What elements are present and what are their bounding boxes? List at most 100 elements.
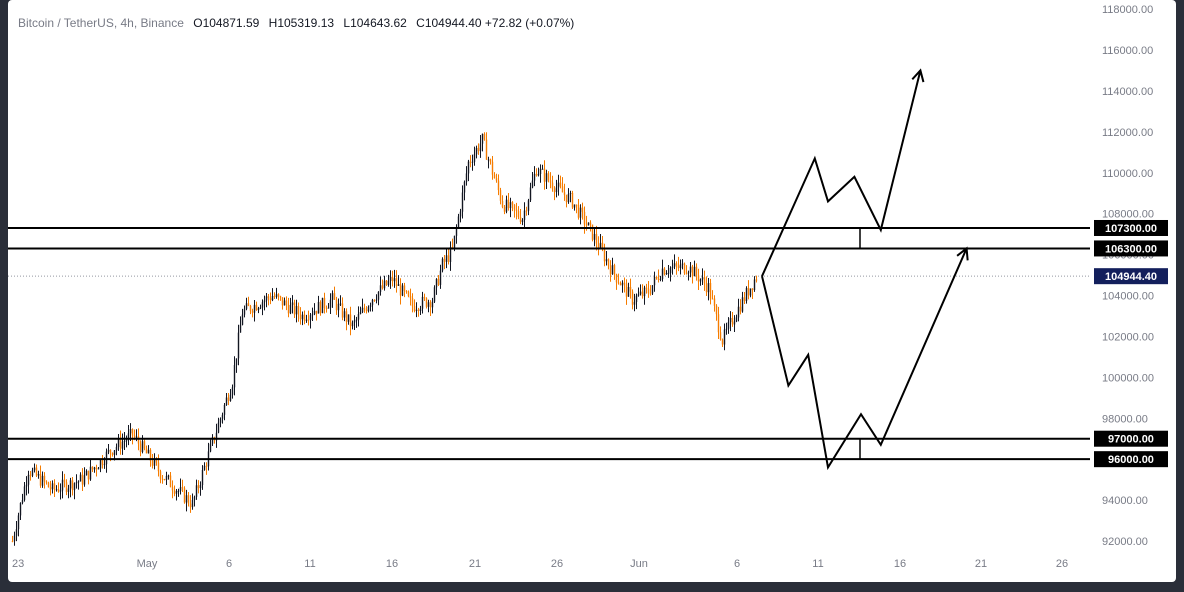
- y-tick-label: 94000.00: [1102, 495, 1148, 507]
- candle-body: [487, 159, 490, 161]
- candle-body: [185, 495, 188, 503]
- candle-body: [353, 320, 356, 323]
- candle-body: [271, 296, 274, 301]
- candle-body: [15, 529, 18, 536]
- candle-body: [539, 168, 542, 174]
- level-price-label-bg: [1094, 240, 1168, 257]
- candle-body: [37, 474, 40, 476]
- candle-body: [711, 298, 714, 300]
- candle-body: [387, 280, 390, 285]
- candle-body: [475, 147, 478, 155]
- candle-body: [463, 181, 466, 193]
- candle-body: [427, 302, 430, 307]
- projection-bearish-path[interactable]: [761, 247, 968, 471]
- candle-body: [211, 437, 214, 444]
- candle-body: [385, 280, 388, 285]
- candle-body: [177, 490, 180, 492]
- candle-body: [311, 314, 314, 316]
- candle-body: [337, 303, 340, 311]
- candle-body: [405, 290, 408, 292]
- candle-body: [209, 443, 212, 452]
- candle-body: [549, 180, 552, 183]
- x-tick-label: 16: [386, 558, 398, 570]
- candle-body: [555, 187, 558, 193]
- candle-body: [183, 488, 186, 503]
- candle-body: [383, 280, 386, 289]
- candle-body: [631, 291, 634, 305]
- x-tick-label: 16: [894, 558, 906, 570]
- candle-body: [411, 298, 414, 307]
- candle-body: [95, 467, 98, 470]
- candle-body: [647, 288, 650, 294]
- candle-body: [237, 332, 240, 359]
- candle-body: [551, 182, 554, 189]
- current-price-label: 104944.40: [1105, 271, 1157, 283]
- candle-body: [441, 258, 444, 271]
- candle-body: [523, 210, 526, 220]
- candle-body: [229, 394, 232, 401]
- candle-body: [603, 249, 606, 262]
- candle-body: [103, 464, 106, 466]
- candle-body: [681, 263, 684, 265]
- candle-body: [235, 358, 238, 366]
- candle-body: [595, 233, 598, 244]
- price-chart[interactable]: 92000.00 94000.00 96000.00 98000.00 100000.0…: [8, 0, 1176, 582]
- candle-body: [691, 266, 694, 277]
- candle-body: [239, 324, 242, 333]
- candle-body: [569, 192, 572, 194]
- y-tick-label: 98000.00: [1102, 413, 1148, 425]
- open-label: O: [193, 16, 203, 30]
- candle-body: [269, 298, 272, 301]
- candle-body: [109, 449, 112, 453]
- candle-body: [339, 303, 342, 305]
- candle-body: [47, 482, 50, 488]
- candle-body: [679, 264, 682, 269]
- candle-body: [265, 296, 268, 301]
- current-price-label-bg: [1094, 268, 1168, 285]
- candle-body: [43, 475, 46, 482]
- candle-body: [193, 496, 196, 501]
- candle-body: [653, 277, 656, 286]
- candle-body: [393, 278, 396, 282]
- candle-body: [249, 305, 252, 312]
- candle-body: [553, 188, 556, 193]
- candle-body: [315, 310, 318, 314]
- candle-body: [497, 180, 500, 191]
- candle-body: [361, 307, 364, 313]
- candle-body: [19, 502, 22, 516]
- candle-body: [745, 288, 748, 302]
- candle-body: [649, 293, 652, 295]
- candle-body: [327, 307, 330, 309]
- candle-body: [341, 303, 344, 318]
- projection-bullish-path[interactable]: [761, 70, 922, 277]
- candle-body: [99, 459, 102, 469]
- candle-body: [449, 247, 452, 262]
- candle-body: [683, 263, 686, 274]
- x-tick-label: 6: [734, 558, 740, 570]
- candle-body: [343, 311, 346, 318]
- candle-body: [717, 314, 720, 333]
- candle-body: [363, 307, 366, 310]
- y-tick-label: 118000.00: [1102, 4, 1153, 16]
- level-price-label: 106300.00: [1105, 243, 1157, 255]
- candle-body: [413, 306, 416, 311]
- candle-body: [259, 307, 262, 309]
- candle-body: [627, 286, 630, 297]
- candle-body: [257, 308, 260, 311]
- candle-body: [253, 304, 256, 313]
- y-tick-label: 100000.00: [1102, 372, 1154, 384]
- candle-body: [333, 293, 336, 300]
- candle-body: [755, 279, 758, 281]
- candle-body: [165, 475, 168, 480]
- candle-body: [161, 478, 164, 480]
- y-tick-label: 108000.00: [1102, 209, 1154, 221]
- candle-body: [559, 182, 562, 187]
- candle-body: [199, 485, 202, 489]
- y-tick-label: 104000.00: [1102, 291, 1154, 303]
- candle-body: [205, 465, 208, 467]
- candle-body: [727, 322, 730, 329]
- candle-body: [715, 305, 718, 315]
- candle-body: [703, 277, 706, 284]
- candle-body: [485, 139, 488, 160]
- candle-body: [509, 202, 512, 209]
